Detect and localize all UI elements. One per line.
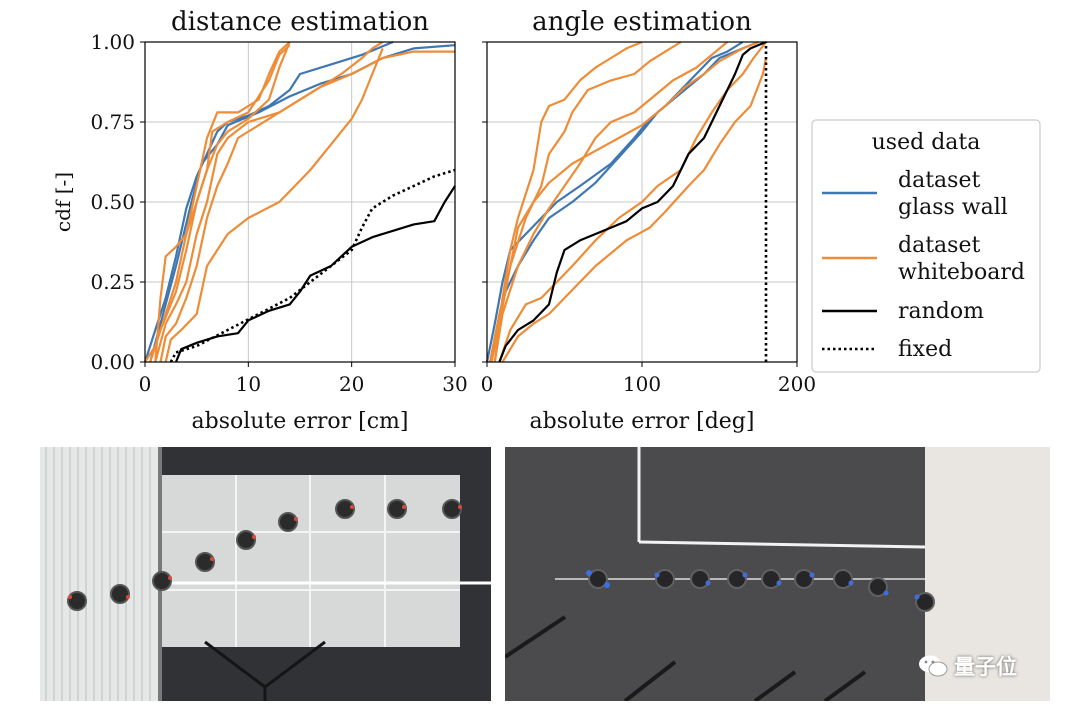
x-tick-label: 10 [236, 372, 261, 396]
legend-label: glass wall [898, 195, 1008, 220]
series-line-dataset-whiteboard [159, 50, 455, 363]
series-line-dataset-whiteboard [154, 41, 384, 363]
series-line-dataset-glass-wall [489, 40, 759, 363]
x-tick-label: 200 [778, 372, 816, 396]
chart-title: distance estimation [171, 7, 429, 37]
chart-title: angle estimation [532, 7, 752, 37]
watermark-text: 量子位 [954, 655, 1017, 679]
series-line-dataset-whiteboard [501, 57, 768, 363]
x-tick-label: 100 [623, 372, 661, 396]
legend-label: dataset [898, 168, 980, 193]
series-line-fixed [169, 168, 456, 363]
legend-label: dataset [898, 233, 980, 258]
series-line-dataset-whiteboard [490, 40, 759, 363]
y-axis-label: cdf [-] [51, 172, 75, 232]
wechat-icon [919, 655, 948, 677]
chart-figure: 0 10 20 30 0.00 0.25 0.50 0.75 1.00 distance esti… [51, 7, 1041, 434]
y-tick-label: 0.75 [90, 110, 135, 134]
legend-label: fixed [898, 337, 952, 362]
series-line-dataset-whiteboard [154, 41, 291, 363]
x-axis-label: absolute error [cm] [192, 409, 409, 434]
plot-panel-0: 0 10 20 30 0.00 0.25 0.50 0.75 1.00 distance esti… [51, 7, 468, 434]
legend-box [811, 119, 1041, 373]
series-line-dataset-whiteboard [144, 41, 291, 363]
x-tick-label: 0 [139, 372, 152, 396]
y-tick-label: 0.00 [90, 350, 135, 374]
legend-title: used data [872, 130, 981, 155]
series-line-dataset-glass-wall [143, 40, 394, 363]
legend-label: whiteboard [898, 260, 1025, 285]
x-tick-label: 30 [442, 372, 467, 396]
drone-photo-whiteboard [40, 447, 491, 701]
drone-photo-glass-wall [505, 447, 1050, 701]
y-tick-label: 0.25 [90, 270, 135, 294]
legend-label: random [898, 299, 984, 324]
x-axis-label: absolute error [deg] [530, 409, 755, 434]
series-line-dataset-whiteboard [149, 44, 291, 363]
y-tick-label: 1.00 [90, 30, 135, 54]
series-line-dataset-whiteboard [164, 47, 384, 363]
x-tick-label: 20 [339, 372, 364, 396]
series-line-dataset-whiteboard [493, 41, 729, 363]
series-line-random [498, 40, 767, 363]
series-line-dataset-whiteboard [498, 41, 767, 363]
series-line-dataset-whiteboard [493, 40, 643, 363]
watermark: 量子位 [918, 651, 1017, 681]
plot-panel-1: 0 100 200 angle estimation absolute error [d… [481, 7, 816, 434]
y-tick-label: 0.50 [90, 190, 135, 214]
x-tick-label: 0 [481, 372, 494, 396]
